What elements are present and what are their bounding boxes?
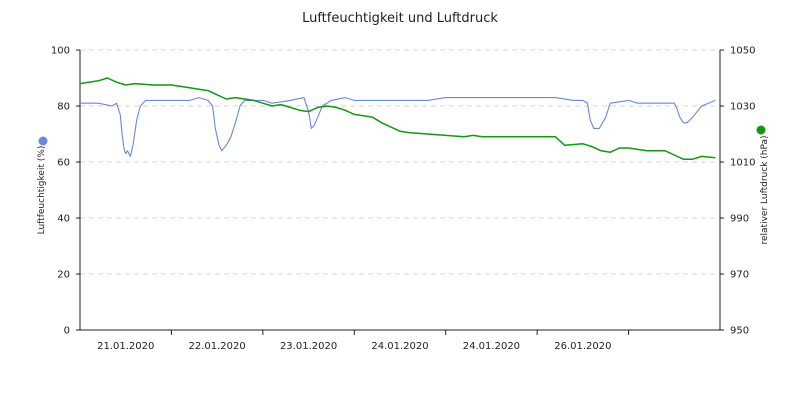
y-left-tick-label: 100 bbox=[51, 46, 70, 57]
y-right-tick-label: 970 bbox=[730, 270, 749, 281]
x-tick-label: 23.01.2020 bbox=[280, 341, 337, 352]
y-left-tick-label: 20 bbox=[57, 270, 70, 281]
grid-lines bbox=[80, 49, 720, 275]
y-left-tick-label: 40 bbox=[57, 214, 70, 225]
chart-title: Luftfeuchtigkeit und Luftdruck bbox=[302, 11, 498, 26]
pressure-series-line bbox=[79, 77, 716, 160]
y-right-tick-label: 1030 bbox=[730, 102, 755, 113]
humidity-legend-marker bbox=[38, 136, 48, 146]
y-right-tick-label: 950 bbox=[730, 326, 749, 337]
y-left-axis-label: Luftfeuchtigkeit (%) bbox=[37, 146, 47, 235]
x-tick-label: 21.01.2020 bbox=[97, 341, 154, 352]
y-right-tick-label: 1010 bbox=[730, 158, 755, 169]
y-left-tick-label: 80 bbox=[57, 102, 70, 113]
y-left-tick-label: 60 bbox=[57, 158, 70, 169]
y-left-tick-label: 0 bbox=[64, 326, 70, 337]
axes bbox=[76, 49, 724, 335]
x-tick-label: 24.01.2020 bbox=[371, 341, 428, 352]
y-right-tick-label: 990 bbox=[730, 214, 749, 225]
y-right-axis-label: relativer Luftdruck (hPa) bbox=[760, 135, 770, 244]
x-tick-label: 22.01.2020 bbox=[189, 341, 246, 352]
pressure-legend-marker bbox=[756, 125, 766, 135]
x-tick-label: 24.01.2020 bbox=[463, 341, 520, 352]
axis-labels: 0 20 40 60 80 100 950 970 990 1010 1030 1050 21.01.2… bbox=[37, 46, 770, 353]
data-series bbox=[79, 77, 716, 160]
y-right-tick-label: 1050 bbox=[730, 46, 755, 57]
x-tick-label: 26.01.2020 bbox=[554, 341, 611, 352]
